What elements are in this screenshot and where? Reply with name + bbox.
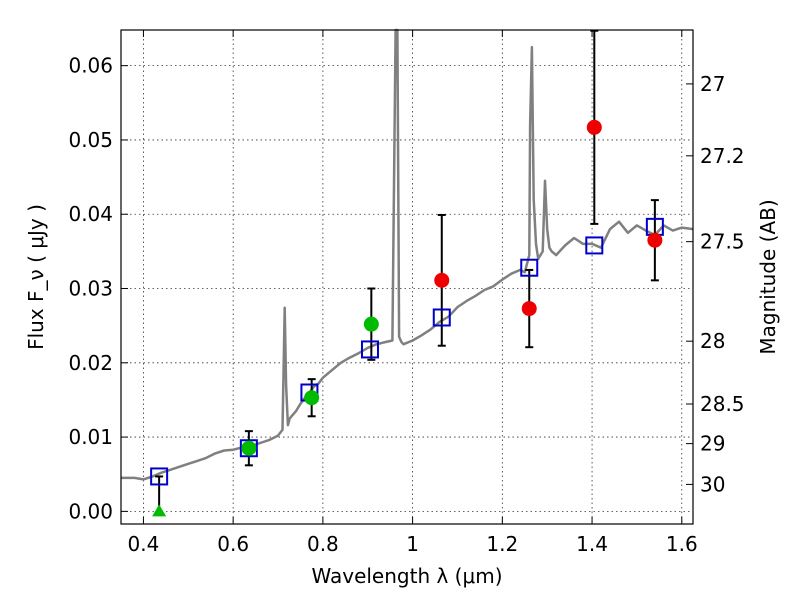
observed-flux-point	[241, 440, 257, 456]
x-tick-label: 1.2	[486, 532, 518, 556]
model-photometry-square	[239, 439, 258, 458]
observed-flux-point	[363, 316, 379, 332]
observed-flux-point	[304, 390, 320, 406]
observed-flux-point	[434, 272, 450, 288]
y-tick-label: 0.03	[68, 277, 113, 301]
y-tick-label: 0.06	[68, 54, 113, 78]
x-tick-label: 1.6	[666, 532, 698, 556]
model-photometry-square	[150, 467, 169, 486]
model-photometry-square	[585, 236, 604, 255]
x-tick-label: 0.8	[307, 532, 339, 556]
y-tick-label: 0.01	[68, 425, 113, 449]
y-tick-label: 0.05	[68, 128, 113, 152]
y2-tick-label: 29	[700, 432, 725, 456]
plot-frame	[120, 29, 694, 525]
model-photometry-square	[360, 340, 379, 359]
y2-tick-label: 30	[700, 472, 725, 496]
y-tick-label: 0.00	[68, 499, 113, 523]
y-tick-label: 0.04	[68, 202, 113, 226]
model-photometry-square	[432, 308, 451, 327]
x-tick-label: 0.6	[217, 532, 249, 556]
y2-axis-label: Magnitude (AB)	[756, 199, 780, 354]
observed-flux-point	[647, 232, 663, 248]
observed-flux-point	[586, 119, 602, 135]
observed-flux-point	[521, 301, 537, 317]
y2-tick-label: 27.5	[700, 230, 745, 254]
plot-background	[121, 30, 693, 524]
grid-lines	[121, 30, 693, 524]
x-tick-label: 1	[406, 532, 419, 556]
x-axis-label: Wavelength λ (μm)	[311, 564, 502, 588]
y2-tick-label: 27	[700, 72, 725, 96]
model-photometry-square	[520, 258, 539, 277]
observed-flux-triangle	[152, 504, 167, 517]
x-tick-label: 0.4	[128, 532, 160, 556]
markers-layer	[150, 119, 664, 517]
ticks-layer: 0.4 0.6 0.8 1 1.2 1.4 1.6 0.00 0.01 0.02 0.03 0.04 0…	[68, 30, 745, 556]
y2-tick-label: 28.5	[700, 392, 745, 416]
y2-tick-label: 28	[700, 329, 725, 353]
y-axis-label: Flux F_ν ( μJy )	[24, 204, 48, 350]
y2-tick-label: 27.2	[700, 144, 745, 168]
x-tick-label: 1.4	[576, 532, 608, 556]
y-tick-label: 0.02	[68, 351, 113, 375]
